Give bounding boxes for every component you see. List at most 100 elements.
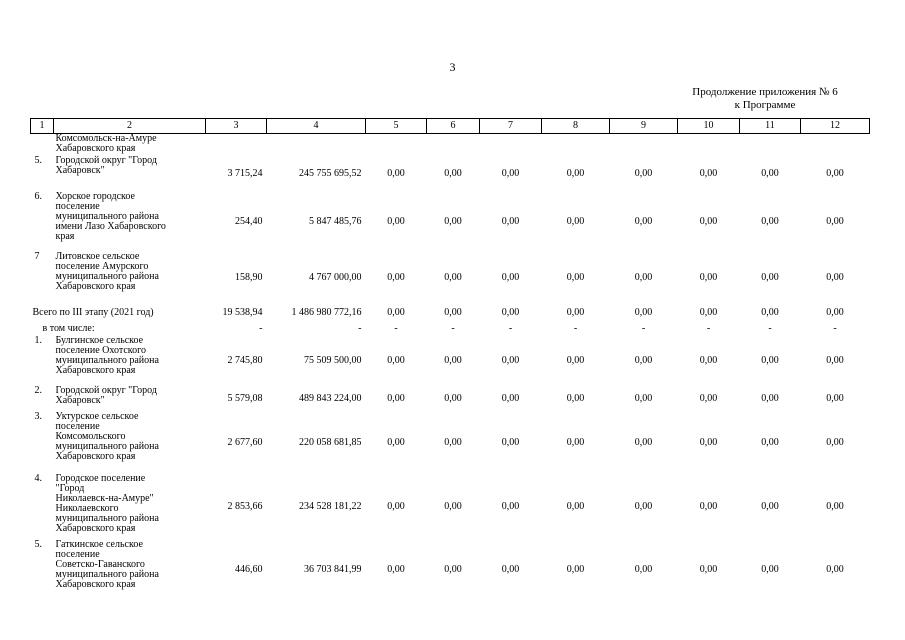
cell-col-11: 0,00 [761, 392, 779, 404]
cell-col-9: 0,00 [634, 563, 653, 575]
appendix-line-2: к Программе [734, 99, 796, 111]
cell-col-8: 0,00 [566, 271, 585, 283]
cell-col-11: 0,00 [761, 306, 779, 318]
cell-col-12: 0,00 [826, 271, 844, 283]
cell-col-9: 0,00 [634, 436, 653, 448]
cell-col-3: 3 715,24 [227, 167, 263, 179]
cell-col-11: 0,00 [761, 354, 779, 366]
cell-col-5: - [394, 322, 398, 334]
column-header-8: 8 [541, 118, 610, 134]
cell-col-5: 0,00 [387, 167, 405, 179]
cell-col-12: 0,00 [826, 563, 844, 575]
cell-col-10: 0,00 [699, 215, 718, 227]
row-number: 6. [34, 190, 43, 202]
cell-col-11: 0,00 [761, 167, 779, 179]
municipality-name: Городской округ "Город Хабаровск" [55, 154, 157, 176]
program-table: 1 2 3 4 5 6 7 8 9 10 11 12 Комсомольск-на-Амуре Хаба… [30, 118, 870, 600]
cell-col-9: 0,00 [634, 167, 653, 179]
cell-col-6: 0,00 [444, 167, 462, 179]
municipality-name: Гаткинское сельское поселение Советско-Гав… [55, 538, 159, 590]
row-number: 2. [34, 384, 43, 396]
cell-col-5: 0,00 [387, 354, 405, 366]
cell-col-7: 0,00 [501, 306, 520, 318]
cell-col-3: 446,60 [235, 563, 263, 575]
cell-col-12: 0,00 [826, 392, 844, 404]
cell-col-9: 0,00 [634, 392, 653, 404]
appendix-caption: Продолжение приложения № 6 к Программе [660, 86, 870, 112]
cell-col-3: 254,40 [235, 215, 263, 227]
cell-col-5: 0,00 [387, 500, 405, 512]
cell-col-7: 0,00 [501, 354, 520, 366]
cell-col-10: - [706, 322, 711, 334]
cell-col-5: 0,00 [387, 436, 405, 448]
cell-col-8: 0,00 [566, 167, 585, 179]
cell-col-5: 0,00 [387, 392, 405, 404]
table-row: 4. Городское поселение "Город Николаевск-на… [31, 473, 870, 540]
column-header-10: 10 [677, 118, 740, 134]
cell-col-4: 4 767 000,00 [309, 271, 362, 283]
cell-col-8 [542, 134, 610, 156]
cell-col-8: 0,00 [566, 563, 585, 575]
cell-col-6: 0,00 [444, 306, 462, 318]
cell-col-8: 0,00 [566, 392, 585, 404]
cell-col-9: 0,00 [634, 354, 653, 366]
cell-col-6: 0,00 [444, 436, 462, 448]
cell-col-3: 5 579,08 [227, 392, 263, 404]
column-header-4: 4 [266, 118, 366, 134]
cell-col-7: 0,00 [501, 167, 520, 179]
cell-col-8: 0,00 [566, 436, 585, 448]
cell-col-6: 0,00 [444, 392, 462, 404]
table-header-row: 1 2 3 4 5 6 7 8 9 10 11 12 [30, 118, 870, 134]
column-header-9: 9 [609, 118, 678, 134]
cell-col-4: 220 058 681,85 [299, 436, 362, 448]
cell-col-8: 0,00 [566, 354, 585, 366]
cell-col-9: 0,00 [634, 271, 653, 283]
municipality-name: Хорское городское поселение муниципального… [55, 190, 166, 242]
total-label: Всего по III этапу (2021 год) [32, 306, 154, 318]
cell-col-10: 0,00 [699, 271, 718, 283]
column-header-3: 3 [205, 118, 267, 134]
cell-col-5 [366, 134, 427, 156]
cell-col-9: 0,00 [634, 500, 653, 512]
cell-col-4 [267, 134, 366, 156]
row-number [31, 134, 54, 156]
cell-col-3 [206, 134, 267, 156]
municipality-name: Уктурское сельское поселение Комсомольског… [55, 410, 159, 462]
cell-col-5: 0,00 [387, 215, 405, 227]
cell-col-11: 0,00 [761, 215, 779, 227]
cell-col-10: 0,00 [699, 354, 718, 366]
cell-col-12: - [833, 322, 837, 334]
page-number: 3 [449, 60, 456, 74]
cell-col-3: - [259, 322, 263, 334]
cell-col-7: 0,00 [501, 436, 520, 448]
table-row: Комсомольск-на-Амуре Хабаровского края [31, 134, 870, 156]
cell-col-7: - [508, 322, 513, 334]
cell-col-12 [801, 134, 870, 156]
column-header-12: 12 [800, 118, 870, 134]
cell-col-8: - [573, 322, 578, 334]
cell-col-6: 0,00 [444, 563, 462, 575]
cell-col-4: 5 847 485,76 [309, 215, 362, 227]
municipality-name: Комсомольск-на-Амуре Хабаровского края [55, 133, 157, 154]
cell-col-11: 0,00 [761, 436, 779, 448]
row-number: 5. [34, 154, 43, 166]
cell-col-12: 0,00 [826, 500, 844, 512]
cell-col-11: 0,00 [761, 563, 779, 575]
cell-col-11: 0,00 [761, 271, 779, 283]
municipality-name: Булгинское сельское поселение Охотского му… [55, 334, 159, 376]
cell-col-6: 0,00 [444, 215, 462, 227]
column-header-6: 6 [426, 118, 480, 134]
row-number: 5. [34, 538, 43, 550]
cell-col-7: 0,00 [501, 392, 520, 404]
row-number: 7 [34, 250, 40, 262]
cell-col-7: 0,00 [501, 215, 520, 227]
cell-col-6 [427, 134, 480, 156]
subtotal-label: в том числе: [42, 322, 95, 334]
row-number: 1. [34, 334, 43, 346]
cell-col-11: 0,00 [761, 500, 779, 512]
cell-col-12: 0,00 [826, 354, 844, 366]
cell-col-4: 489 843 224,00 [299, 392, 362, 404]
cell-col-5: 0,00 [387, 563, 405, 575]
table-row: 5. Гаткинское сельское поселение Советско-Г… [31, 538, 870, 600]
cell-col-5: 0,00 [387, 271, 405, 283]
